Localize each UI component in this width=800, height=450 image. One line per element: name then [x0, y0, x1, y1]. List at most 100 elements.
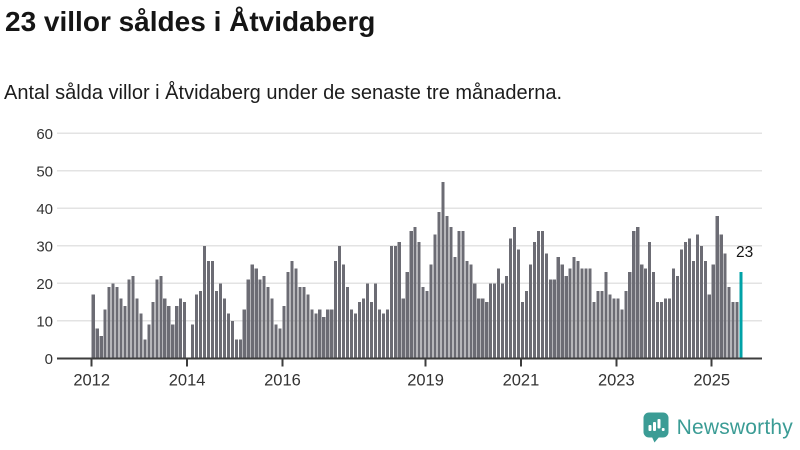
bar: [691, 260, 695, 359]
bar: [99, 335, 103, 359]
bar: [409, 230, 413, 359]
bar: [326, 309, 330, 359]
bar: [532, 242, 536, 359]
bar: [636, 227, 640, 359]
bar: [103, 309, 107, 359]
bar: [147, 324, 151, 359]
bar: [465, 260, 469, 359]
bar: [350, 309, 354, 359]
bar: [139, 313, 143, 359]
y-axis-tick-label: 10: [36, 313, 53, 330]
bar: [572, 257, 576, 359]
bar: [536, 230, 540, 359]
bar: [322, 317, 326, 359]
bar: [719, 234, 723, 359]
bar: [512, 227, 517, 359]
bar: [576, 260, 580, 359]
brand-name: Newsworthy: [676, 415, 793, 439]
bar: [246, 279, 250, 359]
bar: [278, 328, 282, 359]
bar: [675, 275, 680, 359]
x-axis-tick-label: 2014: [169, 371, 206, 389]
bar: [318, 309, 322, 359]
bar: [453, 257, 457, 359]
bar: [548, 279, 552, 359]
bar: [417, 242, 421, 359]
bar: [151, 302, 155, 359]
bar: [373, 283, 377, 359]
bar: [560, 264, 564, 359]
bar: [664, 298, 668, 359]
bar: [306, 294, 310, 359]
bar: [330, 309, 334, 359]
bar: [516, 249, 521, 359]
bar: [342, 264, 346, 359]
y-axis-tick-label: 40: [36, 201, 53, 218]
bar-chart: 0 10 20 30 40 50 60 2012 2014 2016 2019 2021 2023 202…: [0, 118, 800, 400]
bar: [135, 298, 139, 359]
bar: [429, 264, 433, 359]
bar: [143, 339, 147, 359]
y-axis-tick-label: 0: [45, 351, 53, 368]
bar: [592, 302, 596, 359]
bar: [107, 287, 111, 359]
bar: [568, 268, 572, 359]
bar: [540, 230, 544, 359]
x-axis-tick-label: 2016: [264, 371, 301, 389]
bar: [163, 298, 167, 359]
bar: [226, 313, 230, 359]
bar: [294, 268, 298, 359]
bar: [302, 287, 306, 359]
bar-chart-pin-icon: [643, 412, 669, 443]
bar: [365, 283, 370, 359]
bar: [441, 182, 445, 359]
y-axis-tick-label: 30: [36, 238, 53, 255]
bar: [155, 279, 159, 359]
bar: [115, 287, 119, 359]
bar: [648, 242, 652, 359]
bar: [314, 313, 318, 359]
bar: [250, 264, 254, 359]
bar: [707, 294, 711, 359]
bar: [238, 339, 242, 359]
bar: [425, 290, 429, 359]
bar: [111, 283, 115, 359]
bar: [509, 238, 513, 359]
bar: [628, 272, 632, 359]
bar: [695, 234, 699, 359]
bar: [501, 283, 505, 359]
bar: [727, 287, 731, 359]
bar: [715, 215, 719, 359]
bar: [640, 264, 644, 359]
bar: [481, 298, 485, 359]
bar: [357, 302, 362, 359]
bar: [401, 298, 405, 359]
x-axis-tick-label: 2023: [598, 371, 635, 389]
bar: [242, 309, 246, 359]
bar: [469, 264, 473, 359]
bar: [656, 302, 660, 359]
bar: [588, 268, 592, 359]
x-axis-tick-label: 2019: [407, 371, 444, 389]
bar: [258, 279, 262, 359]
bar: [584, 268, 588, 359]
bar: [282, 305, 286, 359]
y-axis-tick-label: 50: [36, 163, 53, 180]
bar: [544, 253, 548, 359]
bar: [206, 260, 211, 359]
bar: [389, 245, 393, 359]
bar: [123, 305, 127, 359]
bar: [457, 230, 461, 359]
bar: [612, 298, 616, 359]
bar: [580, 268, 584, 359]
highlighted-bar: [739, 272, 743, 359]
bar: [385, 309, 389, 359]
bar: [183, 302, 187, 359]
bar: [723, 253, 727, 359]
bar: [528, 264, 532, 359]
bar: [199, 290, 203, 359]
bar: [505, 275, 509, 359]
bar: [485, 302, 489, 359]
bar: [652, 272, 656, 359]
bar: [91, 294, 95, 359]
